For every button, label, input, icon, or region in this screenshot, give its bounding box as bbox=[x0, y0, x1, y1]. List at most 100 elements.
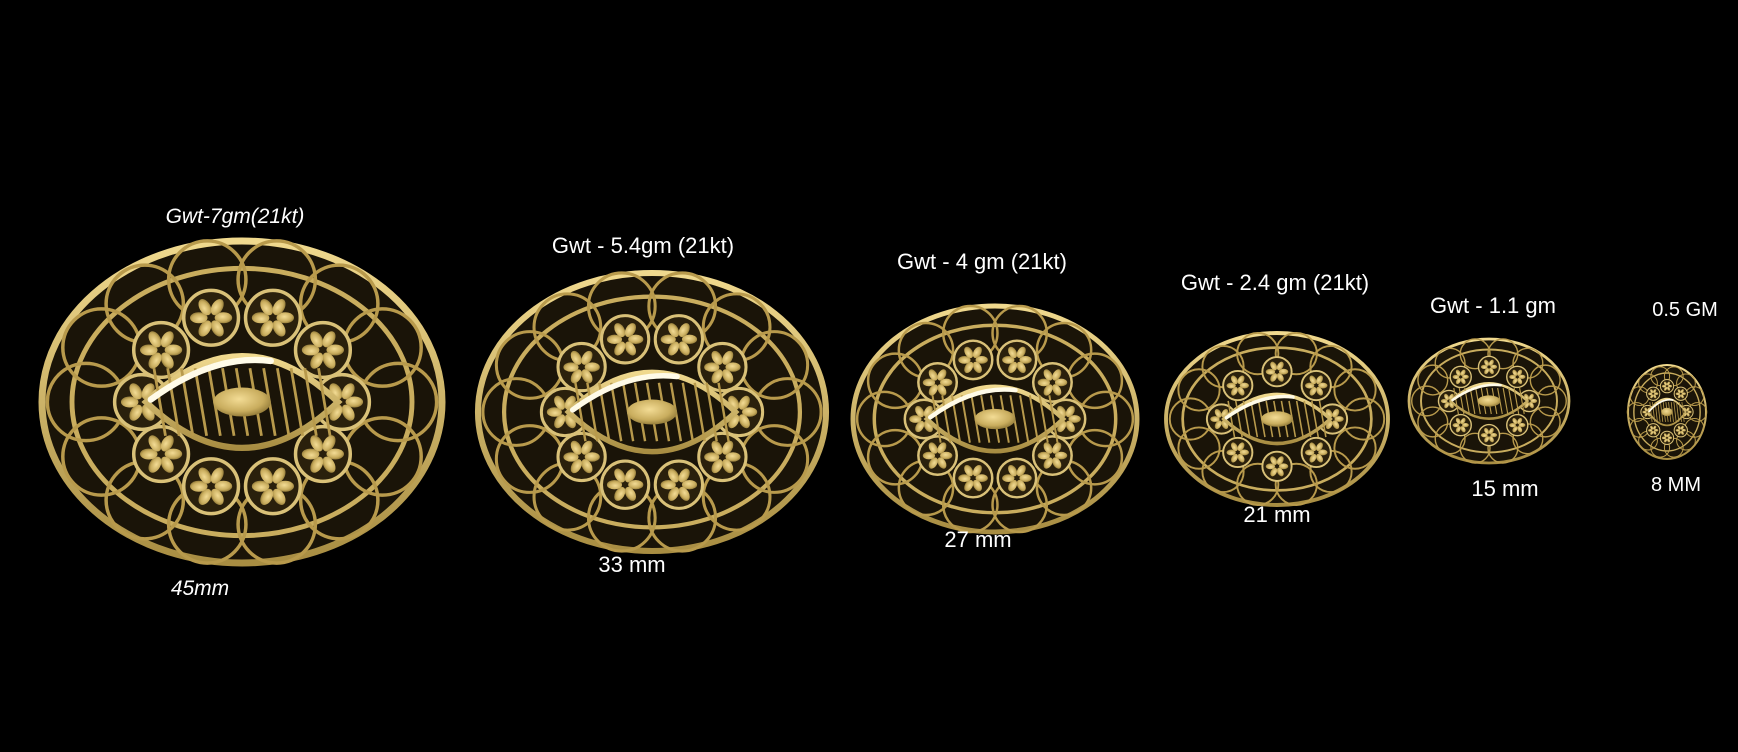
flower-petal bbox=[1231, 375, 1238, 385]
flower-frame bbox=[1222, 436, 1254, 469]
flower-petal bbox=[1065, 405, 1075, 418]
lattice-arc bbox=[1274, 462, 1318, 507]
flower-petal bbox=[198, 467, 212, 484]
flower-petal bbox=[1677, 425, 1681, 430]
flower-petal bbox=[660, 479, 676, 490]
flower-petal bbox=[570, 350, 582, 365]
leaf-center-bead bbox=[1477, 395, 1501, 407]
flower-petal bbox=[922, 378, 936, 387]
leaf-vein bbox=[1227, 400, 1236, 438]
flower-petal bbox=[711, 459, 723, 474]
leaf-vein bbox=[693, 382, 706, 442]
flower-petal bbox=[198, 488, 212, 505]
flower-frame bbox=[1506, 413, 1529, 437]
flower-petal bbox=[1512, 369, 1518, 376]
lattice-arc bbox=[1274, 331, 1318, 376]
flower-petal bbox=[148, 331, 162, 348]
flower-frame bbox=[1673, 423, 1688, 438]
size-label-21mm: 21 mm bbox=[1243, 502, 1311, 527]
flower-frame bbox=[653, 314, 705, 365]
flower-petal bbox=[276, 312, 294, 324]
flower-petal bbox=[1480, 364, 1488, 370]
flower-petal bbox=[711, 369, 723, 384]
flower-petal bbox=[310, 435, 324, 452]
flower-petal bbox=[681, 334, 698, 345]
flower-petal bbox=[1226, 382, 1236, 389]
flower-petal bbox=[937, 384, 947, 396]
flower-petal bbox=[1675, 428, 1680, 432]
flower-petal bbox=[260, 467, 274, 484]
flower-petal bbox=[667, 341, 680, 356]
flower-petal bbox=[554, 414, 566, 429]
flower-petal bbox=[1239, 382, 1250, 389]
flower-petal bbox=[260, 299, 274, 316]
flower-petal bbox=[1488, 427, 1494, 435]
size-label-33mm: 33 mm bbox=[598, 552, 666, 577]
pendant-inner-ring bbox=[501, 294, 803, 530]
flower-petal bbox=[722, 459, 734, 474]
leaf-center-bead bbox=[974, 408, 1016, 430]
lattice-arc bbox=[1236, 331, 1280, 376]
flower-petal bbox=[345, 396, 364, 408]
flower-petal bbox=[711, 350, 723, 365]
flower-petal bbox=[937, 369, 947, 381]
flower-petal bbox=[1043, 369, 1053, 381]
flower-frame bbox=[243, 457, 303, 516]
flower-frame bbox=[293, 320, 353, 380]
flower-petal bbox=[678, 323, 690, 338]
flower-petal bbox=[546, 407, 562, 417]
flower-frame bbox=[697, 431, 748, 483]
flower-petal bbox=[570, 459, 582, 474]
flower-petal bbox=[341, 404, 355, 421]
flower-petal bbox=[1653, 389, 1657, 394]
flower-petal bbox=[937, 442, 947, 454]
flower-petal bbox=[725, 452, 741, 462]
flower-petal bbox=[678, 341, 690, 356]
flower-petal bbox=[1681, 392, 1686, 396]
flower-petal bbox=[667, 468, 680, 483]
flower-frame bbox=[1506, 365, 1529, 389]
flower-petal bbox=[1214, 420, 1222, 430]
flower-petal bbox=[1065, 420, 1075, 433]
flower-petal bbox=[1518, 374, 1526, 379]
leaf-vein bbox=[1681, 402, 1685, 422]
flower-petal bbox=[964, 479, 974, 492]
flower-frame bbox=[952, 457, 994, 499]
flower-petal bbox=[1509, 423, 1516, 428]
flower-petal bbox=[1334, 416, 1344, 422]
leaf-vein bbox=[1678, 402, 1682, 422]
leaf-vein bbox=[1519, 387, 1525, 415]
flower-petal bbox=[260, 488, 274, 505]
flower-petal bbox=[1650, 430, 1654, 435]
flower-petal bbox=[1517, 417, 1523, 425]
leaf-vein bbox=[1652, 402, 1656, 422]
flower-petal bbox=[1008, 479, 1018, 492]
flower-frame bbox=[952, 339, 994, 381]
pendant bbox=[850, 303, 1140, 535]
flower-petal bbox=[922, 451, 936, 460]
flower-petal bbox=[1444, 393, 1450, 400]
flower-petal bbox=[1052, 384, 1062, 396]
leaf-vein bbox=[317, 367, 332, 437]
highlight bbox=[928, 387, 1018, 420]
flower-petal bbox=[704, 362, 720, 372]
lattice-arc bbox=[1487, 338, 1519, 370]
lattice-arc bbox=[1529, 364, 1561, 396]
flower-petal bbox=[1686, 412, 1690, 417]
flower-petal bbox=[1455, 426, 1461, 433]
flower-petal bbox=[722, 350, 734, 365]
flower-petal bbox=[1231, 453, 1238, 463]
pendant-inner-ring bbox=[1633, 372, 1701, 452]
flower-petal bbox=[1043, 442, 1053, 454]
flower-petal bbox=[928, 384, 938, 396]
flower-petal bbox=[958, 474, 971, 482]
leaf-vein bbox=[1502, 387, 1509, 415]
flower-petal bbox=[160, 352, 174, 369]
leaf-vein bbox=[1028, 395, 1040, 443]
flower-frame bbox=[1031, 435, 1073, 476]
flower-petal bbox=[210, 467, 224, 484]
flower-petal bbox=[1016, 361, 1026, 374]
flower-frame bbox=[293, 424, 353, 484]
flower-petal bbox=[1270, 456, 1278, 465]
